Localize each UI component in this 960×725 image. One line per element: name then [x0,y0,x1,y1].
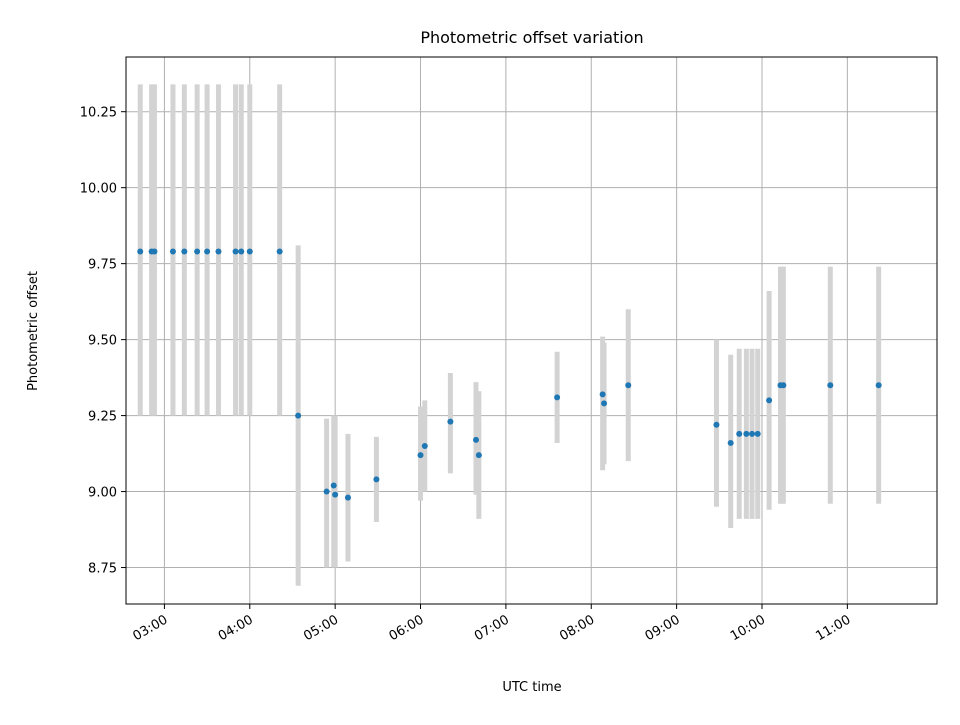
y-axis-ticks: 8.75 9.00 9.25 9.50 9.75 10.00 10.25 [80,106,126,577]
y-tick-label: 9.75 [88,258,117,273]
data-point [875,382,882,389]
data-point [151,248,158,255]
data-point [743,430,750,437]
data-point [766,397,773,404]
data-point [827,382,834,389]
y-axis-label: Photometric offset [26,271,41,391]
data-point [554,394,561,401]
y-tick-label: 9.25 [88,410,117,425]
data-point [238,248,245,255]
data-point [601,400,608,407]
grid [126,57,937,604]
y-tick-label: 9.00 [88,486,117,501]
data-point [323,488,330,495]
data-point [475,452,482,459]
data-points [137,248,882,501]
chart-title: Photometric offset variation [420,28,643,47]
data-point [736,430,743,437]
data-point [373,476,380,483]
data-point [417,452,424,459]
data-point [215,248,222,255]
data-point [169,248,176,255]
data-point [295,412,302,419]
y-tick-label: 8.75 [88,562,117,577]
data-point [246,248,253,255]
data-point [780,382,787,389]
data-point [137,248,144,255]
data-point [749,430,756,437]
data-point [599,391,606,398]
x-axis-label: UTC time [502,680,561,695]
data-point [625,382,632,389]
y-tick-label: 9.50 [88,334,117,349]
plot-frame [125,56,938,605]
data-point [232,248,239,255]
data-point [330,482,337,489]
data-point [276,248,283,255]
data-point [181,248,188,255]
data-point [473,436,480,443]
y-tick-label: 10.00 [80,182,117,197]
data-point [194,248,201,255]
data-point [204,248,211,255]
data-point [421,442,428,449]
data-point [332,491,339,498]
data-point [727,439,734,446]
data-point [713,421,720,428]
data-point [344,494,351,501]
y-tick-label: 10.25 [80,106,117,121]
data-point [754,430,761,437]
data-point [447,418,454,425]
